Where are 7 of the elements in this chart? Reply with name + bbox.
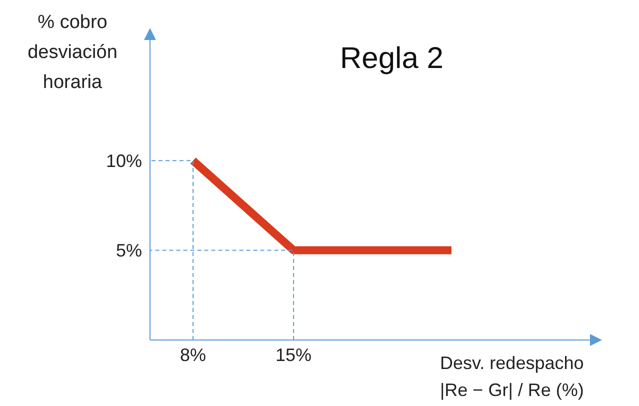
x-axis-title: Desv. redespacho |Re − Gr| / Re (%) [440,352,585,402]
x-tick-label: 8% [180,344,206,365]
chart-title: Regla 2 [340,42,444,76]
y-axis-title: % cobro desviación horaria [26,11,118,95]
x-tick-label: 15% [276,344,312,365]
y-tick-label: 5% [116,240,142,261]
y-tick-label: 10% [106,150,142,171]
